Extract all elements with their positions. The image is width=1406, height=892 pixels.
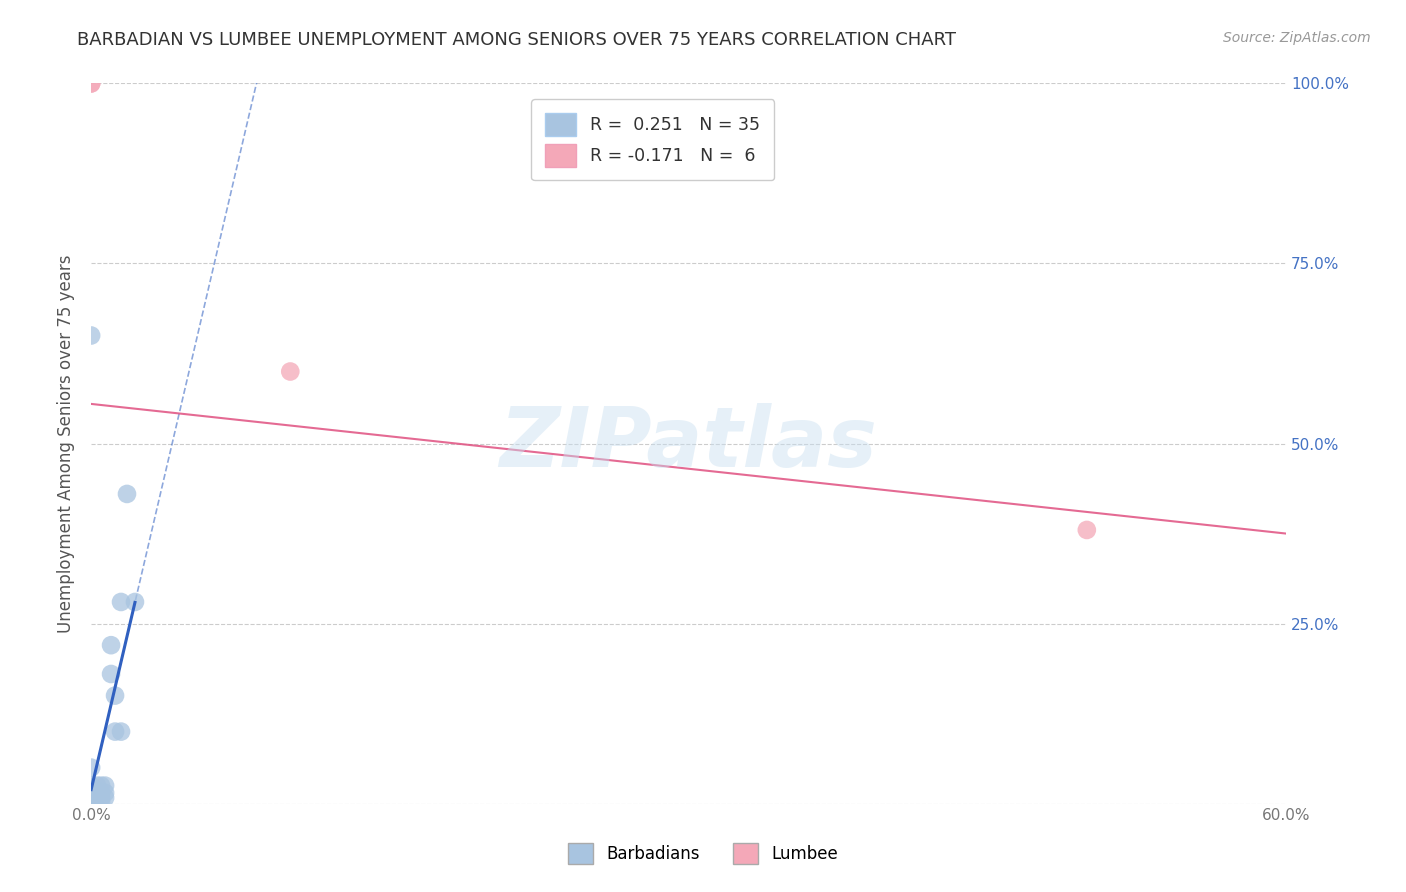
Point — [94, 779, 117, 793]
Point — [104, 689, 127, 703]
Text: Source: ZipAtlas.com: Source: ZipAtlas.com — [1223, 31, 1371, 45]
Point — [80, 783, 103, 797]
Point — [278, 364, 301, 378]
Point — [80, 786, 103, 800]
Point — [1076, 523, 1098, 537]
Point — [100, 638, 122, 652]
Point — [80, 797, 103, 811]
Point — [86, 794, 108, 808]
Point — [86, 790, 108, 805]
Point — [110, 724, 132, 739]
Point — [80, 779, 103, 793]
Point — [115, 487, 138, 501]
Point — [94, 790, 117, 805]
Point — [80, 790, 103, 805]
Point — [80, 797, 103, 811]
Point — [86, 788, 108, 802]
Point — [80, 780, 103, 795]
Point — [80, 77, 103, 91]
Point — [80, 797, 103, 811]
Legend: R =  0.251   N = 35, R = -0.171   N =  6: R = 0.251 N = 35, R = -0.171 N = 6 — [531, 99, 775, 180]
Point — [80, 328, 103, 343]
Point — [80, 797, 103, 811]
Point — [110, 595, 132, 609]
Point — [90, 779, 112, 793]
Text: BARBADIAN VS LUMBEE UNEMPLOYMENT AMONG SENIORS OVER 75 YEARS CORRELATION CHART: BARBADIAN VS LUMBEE UNEMPLOYMENT AMONG S… — [77, 31, 956, 49]
Point — [80, 788, 103, 802]
Point — [100, 667, 122, 681]
Point — [80, 797, 103, 811]
Point — [94, 786, 117, 800]
Point — [80, 761, 103, 775]
Point — [80, 797, 103, 811]
Point — [80, 77, 103, 91]
Y-axis label: Unemployment Among Seniors over 75 years: Unemployment Among Seniors over 75 years — [58, 254, 75, 632]
Point — [80, 793, 103, 807]
Legend: Barbadians, Lumbee: Barbadians, Lumbee — [561, 837, 845, 871]
Text: ZIPatlas: ZIPatlas — [499, 403, 877, 484]
Point — [90, 786, 112, 800]
Point — [104, 724, 127, 739]
Point — [124, 595, 146, 609]
Point — [90, 794, 112, 808]
Point — [86, 779, 108, 793]
Point — [86, 783, 108, 797]
Point — [80, 797, 103, 811]
Point — [90, 790, 112, 805]
